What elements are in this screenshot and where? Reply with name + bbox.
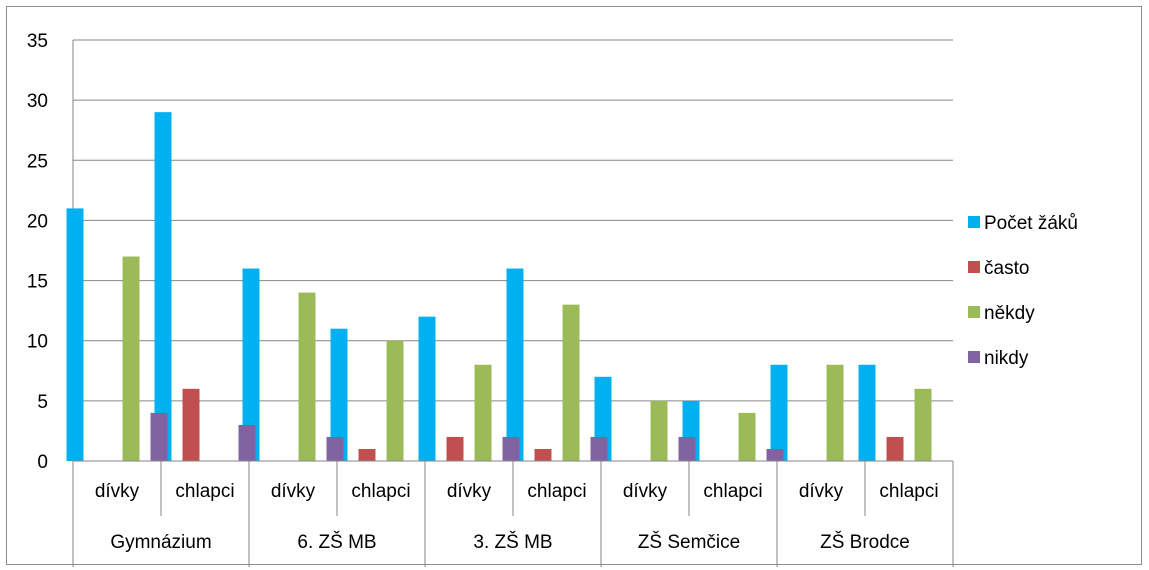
bar-počet-žáků [418,316,436,461]
x-group-label: 6. ZŠ MB [297,531,376,553]
bar-počet-žáků [154,112,172,462]
bar-počet-žáků [770,364,788,461]
legend-swatch [968,306,980,318]
x-subcategory-label: chlapci [527,481,586,502]
bar-často [182,388,200,461]
bar-někdy [914,388,932,461]
y-tick-label: 25 [27,151,48,172]
bar-nikdy [150,412,168,461]
bar-někdy [562,304,580,461]
bar-počet-žáků [506,268,524,461]
x-group-label: Gymnázium [110,532,211,553]
legend-label: někdy [984,303,1035,324]
bar-někdy [122,256,140,461]
y-tick-label: 35 [27,31,48,52]
y-tick-label: 30 [27,91,48,112]
bar-počet-žáků [66,208,84,461]
bar-často [446,436,464,461]
x-subcategory-label: chlapci [703,481,762,502]
x-subcategory-label: dívky [271,481,316,502]
x-group-label: ZŠ Semčice [638,531,740,553]
y-tick-label: 15 [27,272,48,293]
legend-swatch [968,261,980,273]
bar-nikdy [678,436,696,461]
x-subcategory-label: chlapci [351,481,410,502]
bar-někdy [650,400,668,461]
x-subcategory-label: dívky [95,481,140,502]
bar-někdy [826,364,844,461]
legend-swatch [968,216,980,228]
x-subcategory-label: dívky [799,481,844,502]
legend-swatch [968,351,980,363]
bar-někdy [738,412,756,461]
x-group-label: ZŠ Brodce [820,531,910,553]
y-tick-label: 0 [37,452,48,473]
y-tick-label: 20 [27,211,48,232]
bar-nikdy [766,448,784,461]
legend-label: nikdy [984,348,1029,369]
bar-nikdy [502,436,520,461]
y-tick-label: 10 [27,332,48,353]
x-subcategory-label: dívky [447,481,492,502]
bar-nikdy [326,436,344,461]
x-subcategory-label: chlapci [879,481,938,502]
bar-nikdy [590,436,608,461]
bar-počet-žáků [858,364,876,461]
bar-počet-žáků [242,268,260,461]
bar-počet-žáků [330,328,348,461]
x-group-label: 3. ZŠ MB [473,531,552,553]
bar-často [358,448,376,461]
bar-často [886,436,904,461]
bar-někdy [298,292,316,461]
bar-někdy [474,364,492,461]
x-subcategory-label: dívky [623,481,668,502]
bar-nikdy [238,424,256,461]
y-tick-label: 5 [37,392,48,413]
bar-někdy [386,340,404,461]
x-subcategory-label: chlapci [175,481,234,502]
legend-label: Počet žáků [984,213,1078,234]
legend-label: často [984,258,1029,279]
bar-často [534,448,552,461]
